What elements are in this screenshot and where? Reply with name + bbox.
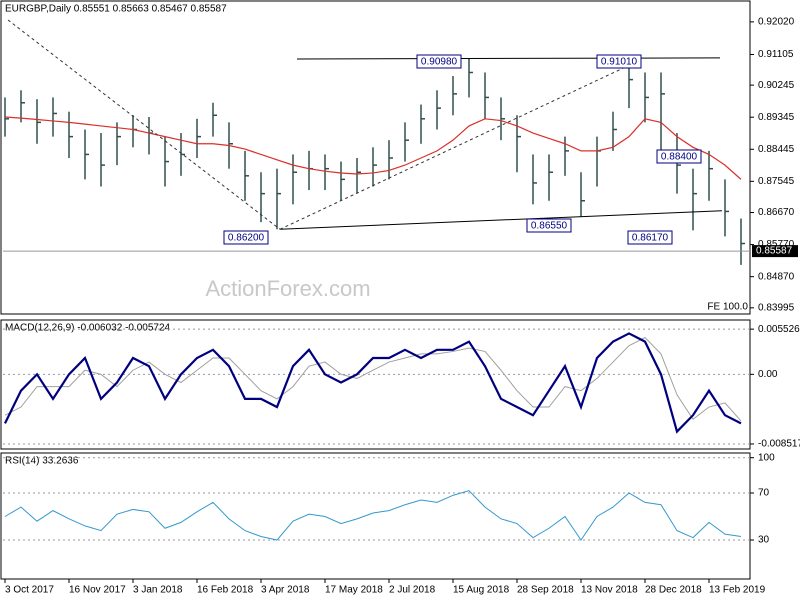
panel-frame <box>0 319 751 450</box>
watermark: ActionForex.com <box>205 276 370 301</box>
y-tick-label: 0.86670 <box>758 207 795 218</box>
level-label: 0.86200 <box>228 233 265 244</box>
level-box <box>656 149 702 164</box>
x-tick-label: 16 Nov 2017 <box>69 585 126 596</box>
level-label: 0.90980 <box>421 57 458 68</box>
dashed-line <box>279 57 646 230</box>
panel-frame <box>0 0 751 315</box>
x-tick-label: 3 Apr 2018 <box>261 585 310 596</box>
level-label: 0.88400 <box>661 152 698 163</box>
x-tick-label: 17 May 2018 <box>325 585 383 596</box>
last-price-label: 0.85587 <box>756 246 793 257</box>
y-tick-label: -0.008517 <box>758 439 800 450</box>
y-tick-label: 0.005526 <box>758 324 800 335</box>
panel-frame <box>0 452 751 580</box>
moving-average <box>4 116 742 180</box>
signal-line <box>4 336 742 422</box>
level-box <box>596 54 642 69</box>
x-tick-label: 2 Jul 2018 <box>389 585 436 596</box>
resistance-line <box>296 57 721 60</box>
y-tick-label: 0.88445 <box>758 144 795 155</box>
level-label: 0.86550 <box>531 221 568 232</box>
level-label: 0.86170 <box>632 233 669 244</box>
level-label: 0.91010 <box>601 57 638 68</box>
rsi-line <box>4 490 742 541</box>
x-tick-label: 13 Nov 2018 <box>581 585 638 596</box>
y-tick-label: 0.83995 <box>758 302 795 313</box>
y-tick-label: 0.91105 <box>758 49 794 60</box>
x-tick-label: 16 Feb 2018 <box>197 585 254 596</box>
y-tick-label: 0.90245 <box>758 80 795 91</box>
level-box <box>627 230 673 245</box>
note: FE 100.0 <box>707 302 748 313</box>
y-tick-label: 0.85770 <box>758 239 795 250</box>
panel-title: RSI(14) 33.2636 <box>5 456 79 467</box>
panel-title: MACD(12,26,9) -0.006032 -0.005724 <box>5 323 171 334</box>
panel-title: EURGBP,Daily 0.85551 0.85663 0.85467 0.8… <box>5 4 227 15</box>
y-tick-label: 0.00 <box>758 369 778 380</box>
y-tick-label: 70 <box>758 488 770 499</box>
y-tick-label: 0.87545 <box>758 176 795 187</box>
y-tick-label: 0.92020 <box>758 17 795 28</box>
x-tick-label: 15 Aug 2018 <box>453 585 510 596</box>
level-box <box>416 54 462 69</box>
level-box <box>223 230 269 245</box>
x-tick-label: 3 Oct 2017 <box>5 585 54 596</box>
x-tick-label: 28 Dec 2018 <box>645 585 702 596</box>
y-tick-label: 0.89345 <box>758 112 795 123</box>
y-tick-label: 0.84870 <box>758 271 795 282</box>
x-tick-label: 3 Jan 2018 <box>133 585 183 596</box>
y-tick-label: 100 <box>758 452 775 463</box>
level-box <box>526 218 572 233</box>
x-tick-label: 28 Sep 2018 <box>517 585 574 596</box>
last-price-box <box>752 245 798 258</box>
support-line <box>279 210 723 230</box>
y-tick-label: 30 <box>758 535 770 546</box>
macd-line <box>4 332 742 434</box>
x-tick-label: 13 Feb 2019 <box>709 585 766 596</box>
